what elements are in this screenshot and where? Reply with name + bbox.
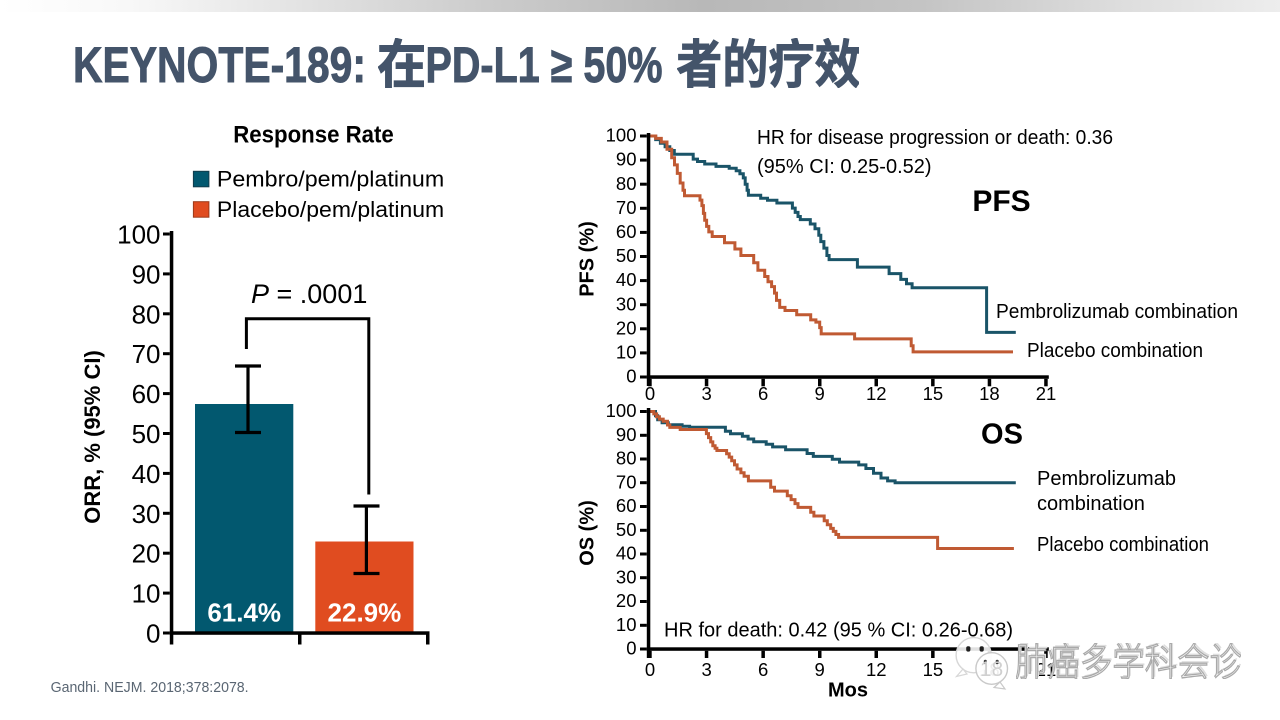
- svg-text:70: 70: [616, 197, 637, 218]
- svg-text:15: 15: [923, 383, 944, 404]
- svg-text:80: 80: [132, 299, 161, 329]
- svg-text:18: 18: [979, 383, 1000, 404]
- svg-text:30: 30: [616, 566, 637, 587]
- svg-text:90: 90: [616, 424, 637, 445]
- svg-text:10: 10: [132, 579, 161, 609]
- svg-text:20: 20: [616, 317, 637, 338]
- svg-text:3: 3: [701, 383, 711, 404]
- svg-text:50: 50: [132, 419, 161, 449]
- svg-text:ORR, % (95% CI): ORR, % (95% CI): [80, 350, 105, 524]
- svg-text:9: 9: [815, 383, 825, 404]
- svg-text:Placebo combination: Placebo combination: [1037, 534, 1209, 556]
- svg-text:100: 100: [117, 220, 160, 250]
- svg-text:100: 100: [606, 400, 637, 421]
- svg-text:80: 80: [616, 448, 637, 469]
- svg-text:9: 9: [815, 659, 825, 680]
- svg-text:PD-L1 ≥ 50%: PD-L1 ≥ 50%: [426, 37, 663, 93]
- svg-text:KEYNOTE-189:: KEYNOTE-189:: [73, 37, 366, 93]
- svg-text:21: 21: [1036, 383, 1057, 404]
- svg-text:combination: combination: [1037, 493, 1145, 515]
- svg-text:Response Rate: Response Rate: [233, 121, 394, 148]
- svg-text:OS (%): OS (%): [576, 500, 598, 566]
- svg-text:30: 30: [616, 293, 637, 314]
- svg-text:HR for death: 0.42 (95 % CI: 0: HR for death: 0.42 (95 % CI: 0.26-0.68): [664, 619, 1013, 641]
- svg-text:50: 50: [616, 519, 637, 540]
- svg-text:12: 12: [866, 383, 887, 404]
- svg-text:6: 6: [758, 659, 768, 680]
- svg-text:15: 15: [923, 659, 944, 680]
- svg-text:18: 18: [980, 658, 1003, 681]
- svg-text:20: 20: [132, 539, 161, 569]
- svg-text:0: 0: [626, 366, 636, 387]
- svg-text:10: 10: [616, 342, 637, 363]
- svg-text:80: 80: [616, 173, 637, 194]
- svg-text:40: 40: [616, 543, 637, 564]
- svg-text:12: 12: [866, 659, 887, 680]
- svg-text:PFS: PFS: [972, 185, 1030, 218]
- svg-text:40: 40: [132, 459, 161, 489]
- svg-text:60: 60: [616, 495, 637, 516]
- svg-text:60: 60: [616, 221, 637, 242]
- svg-text:P = .0001: P = .0001: [251, 279, 367, 309]
- svg-text:22.9%: 22.9%: [328, 598, 402, 628]
- svg-text:(95% CI: 0.25-0.52): (95% CI: 0.25-0.52): [757, 156, 932, 178]
- svg-text:Pembrolizumab combination: Pembrolizumab combination: [996, 301, 1238, 323]
- svg-text:10: 10: [616, 614, 637, 635]
- svg-text:0: 0: [645, 659, 655, 680]
- svg-text:OS: OS: [981, 419, 1023, 451]
- svg-text:3: 3: [701, 659, 711, 680]
- svg-text:40: 40: [616, 269, 637, 290]
- svg-text:Gandhi. NEJM. 2018;378:2078.: Gandhi. NEJM. 2018;378:2078.: [51, 679, 249, 696]
- svg-text:70: 70: [132, 339, 161, 369]
- svg-text:0: 0: [626, 638, 636, 659]
- svg-text:HR for disease progression or: HR for disease progression or death: 0.3…: [757, 127, 1113, 149]
- svg-text:90: 90: [132, 259, 161, 289]
- svg-text:100: 100: [606, 125, 637, 146]
- svg-text:Pembro/pem/platinum: Pembro/pem/platinum: [217, 167, 444, 192]
- svg-text:Pembrolizumab: Pembrolizumab: [1037, 468, 1176, 490]
- svg-text:60: 60: [132, 379, 161, 409]
- svg-text:20: 20: [616, 590, 637, 611]
- svg-text:0: 0: [146, 619, 160, 649]
- svg-text:50: 50: [616, 245, 637, 266]
- svg-text:0: 0: [645, 383, 655, 404]
- svg-text:Placebo combination: Placebo combination: [1027, 340, 1203, 362]
- svg-text:90: 90: [616, 149, 637, 170]
- svg-text:6: 6: [758, 383, 768, 404]
- svg-text:Mos: Mos: [828, 679, 868, 701]
- svg-text:30: 30: [132, 499, 161, 529]
- svg-text:61.4%: 61.4%: [207, 598, 281, 628]
- svg-text:70: 70: [616, 471, 637, 492]
- svg-text:Placebo/pem/platinum: Placebo/pem/platinum: [217, 197, 444, 222]
- svg-text:PFS (%): PFS (%): [576, 221, 598, 297]
